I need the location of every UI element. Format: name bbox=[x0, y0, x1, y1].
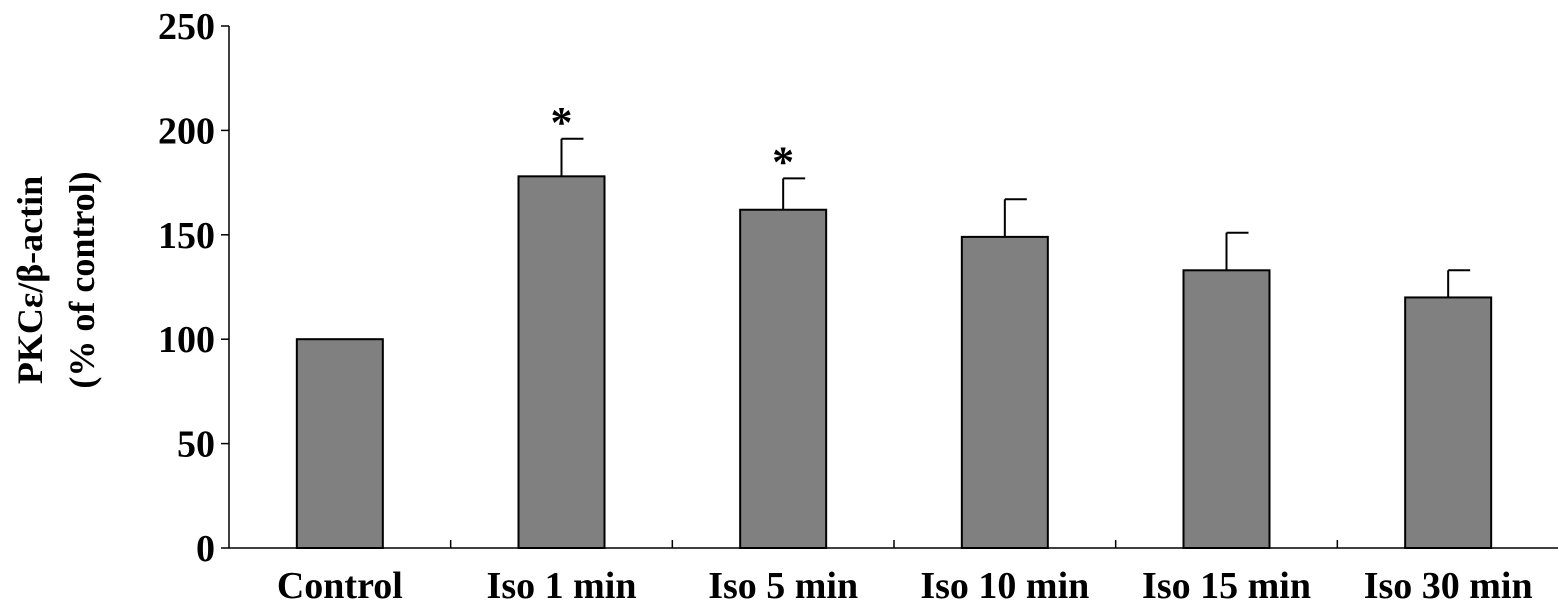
bars bbox=[295, 175, 1493, 550]
bar bbox=[517, 175, 606, 549]
bar bbox=[1182, 269, 1271, 549]
bar bbox=[1404, 296, 1493, 549]
y-axis-label-line-2: (% of control) bbox=[62, 171, 102, 388]
x-axis-labels: Control Iso 1 min Iso 5 min Iso 10 min Iso 1… bbox=[277, 565, 1533, 607]
annotations: ** bbox=[551, 98, 795, 187]
bar bbox=[960, 235, 1049, 549]
y-tick-label: 50 bbox=[177, 424, 215, 466]
y-tick-label: 150 bbox=[158, 215, 215, 257]
x-tick-label: Iso 15 min bbox=[1142, 565, 1311, 607]
bar bbox=[739, 208, 828, 550]
x-tick-label: Iso 5 min bbox=[708, 565, 858, 607]
x-tick-label: Iso 1 min bbox=[487, 565, 637, 607]
bar bbox=[295, 338, 384, 550]
x-tick-label: Iso 10 min bbox=[920, 565, 1089, 607]
y-axis-ticks: 0 50 100 150 200 250 bbox=[158, 6, 229, 570]
y-tick-label: 200 bbox=[158, 110, 215, 152]
x-tick-label: Control bbox=[277, 565, 403, 607]
error-bars bbox=[560, 137, 1471, 298]
significance-marker: * bbox=[551, 98, 573, 147]
y-axis-label-line-1: PKCε/β-actin bbox=[10, 176, 50, 384]
y-axis-label: PKCε/β-actin (% of control) bbox=[10, 171, 102, 388]
y-tick-label: 250 bbox=[158, 6, 215, 48]
significance-marker: * bbox=[772, 137, 794, 186]
x-tick-label: Iso 30 min bbox=[1364, 565, 1533, 607]
y-tick-label: 0 bbox=[196, 528, 215, 570]
y-tick-label: 100 bbox=[158, 319, 215, 361]
axes bbox=[228, 26, 1558, 549]
